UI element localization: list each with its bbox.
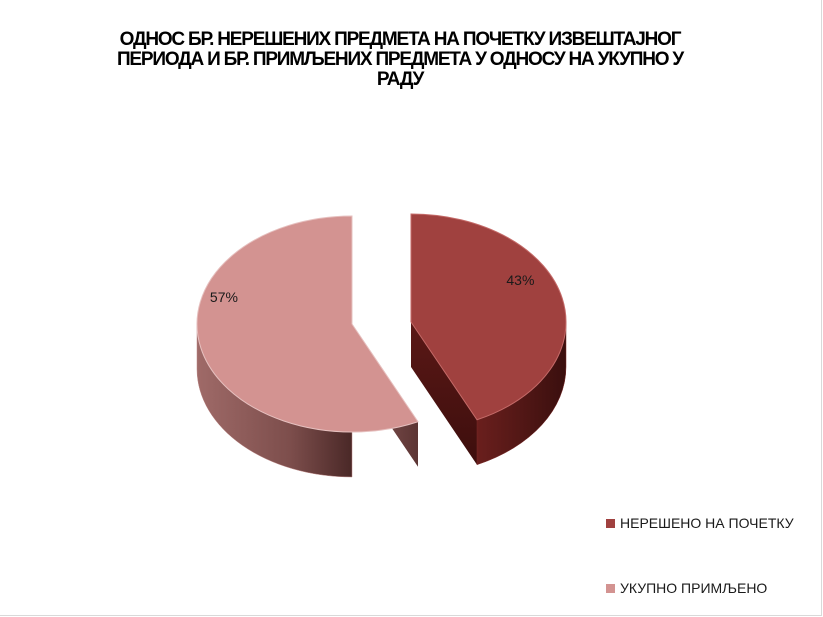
legend-label-unresolved: НЕРЕШЕНО НА ПОЧЕТКУ xyxy=(620,515,794,531)
chart-title: ОДНОС БР. НЕРЕШЕНИХ ПРЕДМЕТА НА ПОЧЕТКУ … xyxy=(60,30,740,90)
slice-unresolved-cut-face-end xyxy=(411,322,477,465)
slice-unresolved xyxy=(410,213,567,421)
legend-item-unresolved: НЕРЕШЕНО НА ПОЧЕТКУ xyxy=(606,515,794,531)
chart-title-line-3: РАДУ xyxy=(376,69,424,90)
chart-title-line-1: ОДНОС БР. НЕРЕШЕНИХ ПРЕДМЕТА НА ПОЧЕТКУ … xyxy=(119,29,682,50)
data-label-unresolved: 43% xyxy=(506,272,534,288)
legend-item-received: УКУПНО ПРИМЉЕНО xyxy=(606,580,767,596)
legend-swatch-unresolved xyxy=(606,519,615,528)
pie-layer: 43% 57% xyxy=(196,213,567,478)
slice-received xyxy=(196,215,419,433)
chart-title-line-2: ПЕРИОДА И БР. ПРИМЉЕНИХ ПРЕДМЕТА У ОДНОС… xyxy=(116,49,684,70)
legend-swatch-received xyxy=(606,584,615,593)
legend-label-received: УКУПНО ПРИМЉЕНО xyxy=(620,580,768,596)
data-label-received: 57% xyxy=(210,289,238,305)
